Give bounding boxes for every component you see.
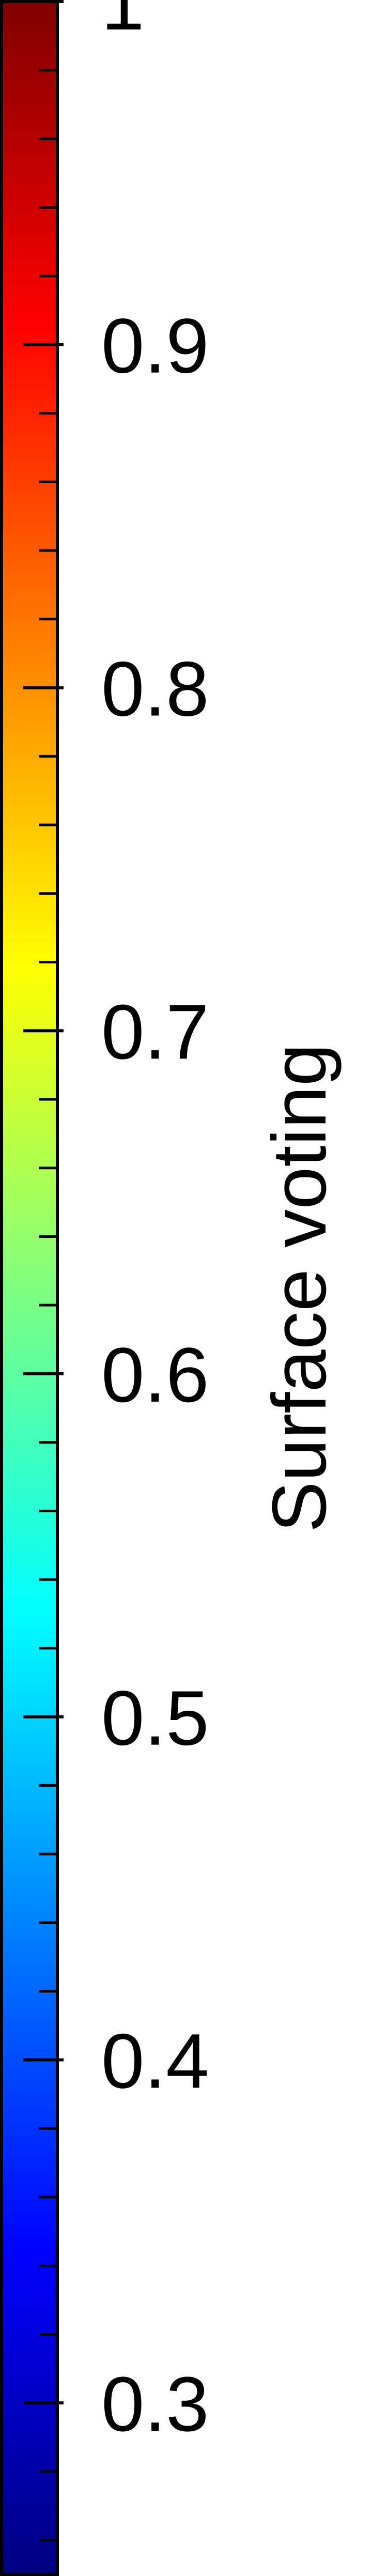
- tick-label: 0.4: [101, 2017, 209, 2104]
- colorbar-tick-labels: 0.3 0.4 0.5 0.6 0.7 0.8 0.9 1: [101, 0, 209, 2447]
- tick-label: 0.8: [101, 645, 209, 732]
- tick-label: 0.9: [101, 302, 209, 389]
- colorbar-gradient: [2, 2, 57, 2574]
- colorbar-frame: [0, 0, 59, 2576]
- colorbar-label: Surface voting: [257, 1044, 342, 1532]
- tick-label: 0.6: [101, 1331, 209, 1418]
- tick-label: 0.5: [101, 1675, 209, 1761]
- tick-label: 0.7: [101, 988, 209, 1075]
- tick-label: 0.3: [101, 2360, 209, 2447]
- tick-label: 1: [101, 0, 144, 46]
